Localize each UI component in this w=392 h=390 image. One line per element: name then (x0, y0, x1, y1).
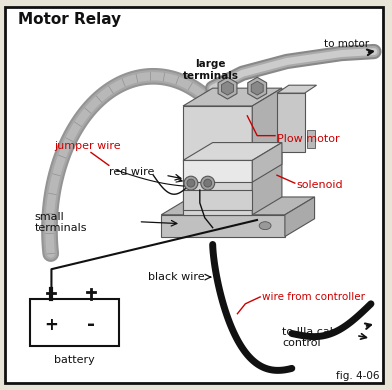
Circle shape (184, 176, 198, 190)
Circle shape (187, 179, 195, 187)
Text: battery: battery (54, 355, 94, 365)
Polygon shape (218, 77, 237, 99)
Polygon shape (285, 197, 314, 237)
Text: to motor: to motor (325, 39, 370, 49)
Bar (307, 130, 314, 147)
Circle shape (201, 176, 215, 190)
Bar (183, 160, 252, 182)
Polygon shape (161, 197, 314, 215)
Polygon shape (252, 88, 282, 215)
Polygon shape (248, 77, 267, 99)
Text: black wire: black wire (149, 272, 205, 282)
Text: small
terminals: small terminals (34, 212, 87, 234)
Text: solenoid: solenoid (297, 180, 343, 190)
Bar (183, 106, 252, 215)
Text: Plow motor: Plow motor (277, 134, 339, 144)
Polygon shape (183, 143, 282, 160)
Text: Motor Relay: Motor Relay (18, 12, 121, 27)
Text: large
terminals: large terminals (183, 60, 239, 81)
Text: -: - (87, 315, 95, 334)
Circle shape (204, 179, 212, 187)
Text: to IIIa cab
control: to IIIa cab control (282, 326, 337, 348)
Text: jumper wire: jumper wire (54, 140, 121, 151)
Polygon shape (277, 85, 317, 93)
Bar (277, 93, 305, 152)
Bar (183, 190, 252, 210)
Text: red wire: red wire (109, 167, 154, 177)
Bar (161, 215, 285, 237)
Bar (30, 299, 119, 346)
Polygon shape (252, 143, 282, 182)
Text: wire from controller: wire from controller (262, 292, 365, 302)
Polygon shape (251, 81, 263, 95)
Ellipse shape (259, 222, 271, 230)
Polygon shape (183, 88, 282, 106)
Text: fig. 4-06: fig. 4-06 (336, 371, 380, 381)
Text: +: + (45, 316, 58, 333)
Polygon shape (221, 81, 234, 95)
